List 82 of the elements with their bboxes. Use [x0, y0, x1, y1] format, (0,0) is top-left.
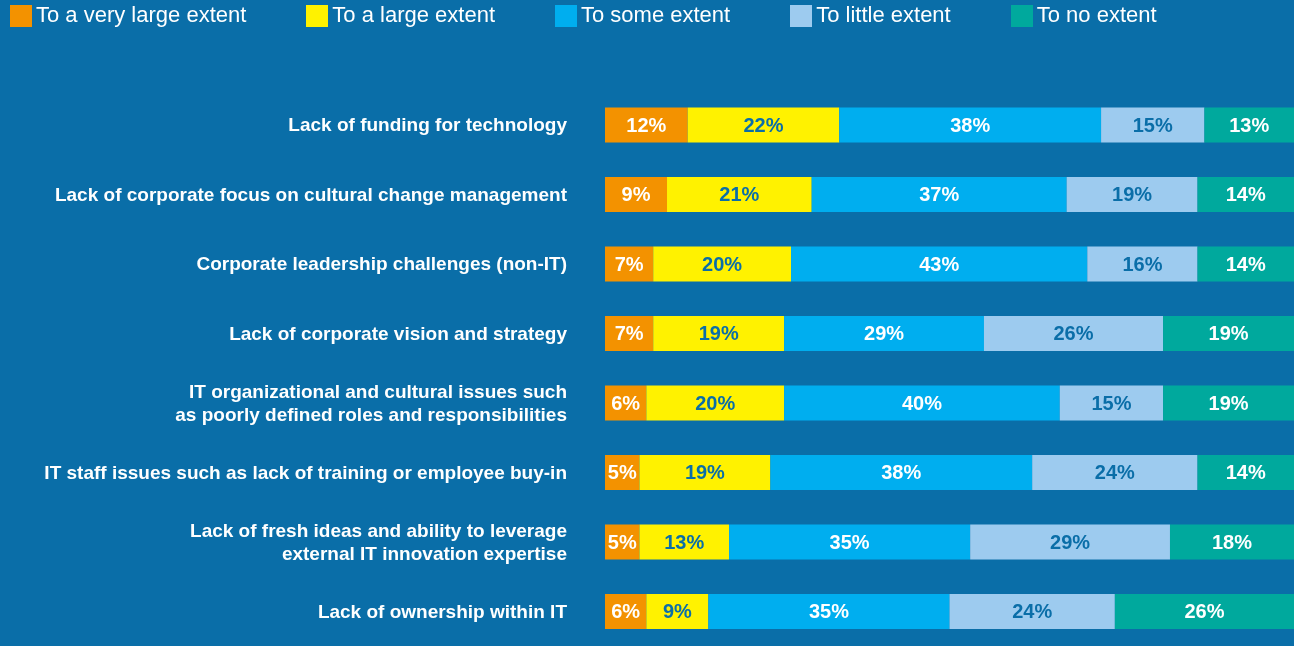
data-label: 15%	[1091, 391, 1132, 414]
data-label: 7%	[614, 322, 644, 345]
data-label: 35%	[808, 600, 850, 623]
data-label: 26%	[1184, 600, 1225, 623]
data-label: 29%	[1050, 530, 1091, 553]
legend-label: To no extent	[1036, 2, 1157, 27]
bar	[1197, 454, 1294, 490]
data-label: 38%	[881, 461, 922, 484]
data-label: 19%	[1208, 391, 1249, 414]
y-tick-label: Lack of funding for technology	[288, 114, 568, 136]
bar	[949, 593, 1115, 629]
data-label: 18%	[1211, 530, 1253, 553]
data-label: 35%	[829, 530, 870, 553]
data-label: 15%	[1132, 113, 1173, 136]
legend-label: To a large extent	[332, 2, 496, 27]
bar	[1101, 107, 1205, 143]
data-label: 13%	[1229, 113, 1270, 136]
data-label: 13%	[664, 530, 705, 553]
bar	[1114, 593, 1294, 629]
data-label: 37%	[919, 183, 960, 206]
y-tick-label: Lack of fresh ideas and ability to leverage external IT innovation expertise	[190, 519, 567, 564]
bar	[653, 246, 792, 282]
legend-label: To a very large extent	[36, 2, 247, 27]
data-label: 12%	[626, 113, 667, 136]
bar	[729, 524, 971, 560]
data-label: 5%	[607, 461, 637, 484]
data-label: 40%	[901, 391, 943, 414]
bar	[784, 385, 1060, 421]
data-label: 6%	[611, 600, 641, 623]
y-tick-label: Lack of corporate vision and strategy	[229, 322, 568, 344]
data-label: 19%	[698, 322, 739, 345]
data-label: 14%	[1225, 252, 1266, 275]
bar	[1087, 246, 1198, 282]
bar	[791, 246, 1088, 282]
bar	[708, 593, 950, 629]
bar	[1032, 454, 1198, 490]
data-label: 9%	[662, 600, 693, 623]
data-label: 20%	[702, 252, 743, 275]
bar	[1059, 385, 1164, 421]
bar	[646, 385, 785, 421]
data-label: 43%	[919, 252, 960, 275]
data-label: 19%	[1208, 322, 1249, 345]
bar	[1169, 524, 1294, 560]
data-label: 20%	[695, 391, 736, 414]
data-label: 5%	[607, 530, 637, 553]
y-tick-label: Lack of ownership within IT	[317, 600, 568, 622]
bar	[811, 176, 1067, 212]
bar	[784, 315, 984, 351]
data-label: 14%	[1225, 461, 1266, 484]
bar	[1197, 176, 1294, 212]
bar	[970, 524, 1170, 560]
bar	[983, 315, 1164, 351]
data-label: 6%	[611, 391, 641, 414]
bar	[1197, 246, 1294, 282]
bar	[1066, 176, 1198, 212]
y-tick-label: IT organizational and cultural issues such as poorly defined roles and responsibilities	[175, 380, 567, 425]
data-label: 38%	[950, 113, 991, 136]
bar	[770, 454, 1033, 490]
data-label: 19%	[684, 461, 726, 484]
data-label: 21%	[719, 183, 760, 206]
bar	[687, 107, 840, 143]
data-label: 22%	[743, 113, 784, 136]
legend-label: To some extent	[581, 2, 731, 27]
data-label: 7%	[614, 252, 644, 275]
legend-label: To little extent	[816, 2, 951, 27]
y-tick-label: IT staff issues such as lack of training or employee buy-in	[44, 461, 567, 483]
bar	[639, 454, 771, 490]
data-label: 24%	[1012, 600, 1053, 623]
y-tick-label: Corporate leadership challenges (non-IT)	[196, 253, 567, 275]
bar	[1163, 385, 1294, 421]
bar	[1163, 315, 1294, 351]
bar	[667, 176, 812, 212]
bar	[653, 315, 785, 351]
data-label: 26%	[1053, 322, 1094, 345]
data-label: 14%	[1225, 183, 1266, 206]
data-label: 24%	[1094, 461, 1136, 484]
bar	[839, 107, 1102, 143]
data-label: 9%	[621, 183, 651, 206]
y-tick-label: Lack of corporate focus on cultural change management	[54, 183, 568, 205]
data-label: 19%	[1112, 183, 1153, 206]
data-label: 29%	[864, 322, 905, 345]
data-label: 16%	[1122, 252, 1163, 275]
